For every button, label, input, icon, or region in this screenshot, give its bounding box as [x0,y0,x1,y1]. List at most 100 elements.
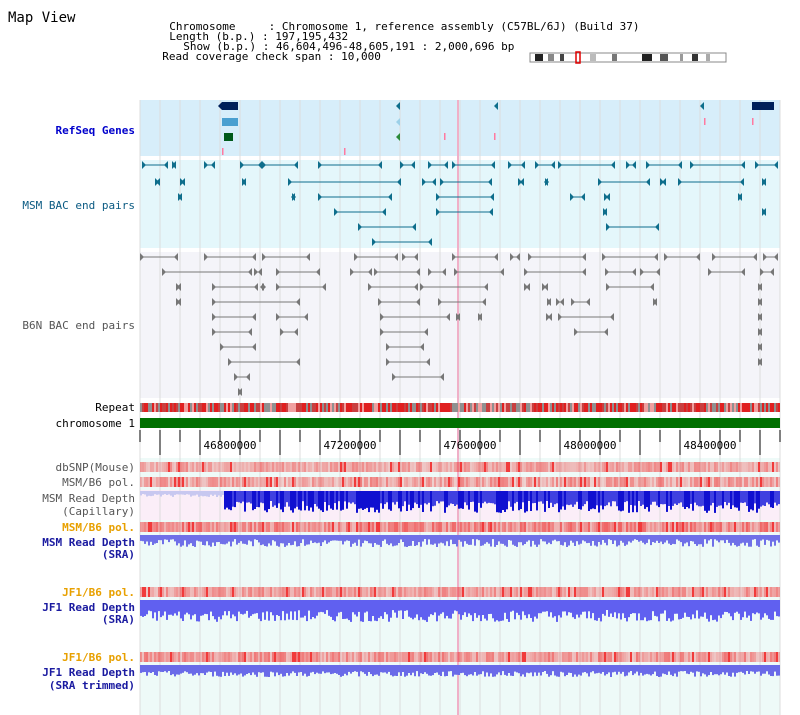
heat-cell [270,462,272,472]
heat-cell [610,477,612,487]
depth-bar [380,665,382,673]
heat-cell [360,522,362,532]
heat-cell [424,652,426,662]
depth-bar [340,600,342,612]
repeat-segment [294,403,296,412]
repeat-segment [706,403,708,412]
heat-cell [462,462,464,472]
heat-cell [542,587,544,597]
heat-cell [692,522,694,532]
track-label-jf1-b6-pol-2[interactable]: JF1/B6 pol. [62,651,135,664]
depth-bar [738,491,740,511]
refseq-gene-features[interactable] [218,102,774,155]
heat-cell [296,477,298,487]
depth-bar [194,665,196,675]
depth-bar [334,491,336,504]
depth-bar [672,491,674,506]
track-label-msm-depth-cap[interactable]: MSM Read Depth [42,492,135,505]
depth-bar [618,600,620,614]
heat-cell [162,522,164,532]
heat-cell [314,522,316,532]
heat-cell [454,522,456,532]
depth-bar [670,600,672,622]
heat-cell [714,477,716,487]
depth-bar [230,491,232,511]
repeat-segment [512,403,514,412]
repeat-segment [318,403,320,412]
heat-cell [300,522,302,532]
track-label-jf1-depth-trim[interactable]: JF1 Read Depth [42,666,135,679]
depth-bar [564,665,566,677]
depth-bar [356,535,358,546]
repeat-segment [290,403,292,412]
snp-mark [704,118,706,125]
heat-cell [442,587,444,597]
heat-cell [748,522,750,532]
chromosome-ideogram[interactable] [529,51,727,64]
depth-bar [212,535,214,543]
heat-cell [682,587,684,597]
track-label-jf1-depth-sra[interactable]: JF1 Read Depth [42,601,135,614]
depth-bar [424,535,426,539]
msm-bac-features[interactable] [142,161,778,246]
depth-bar [546,535,548,545]
track-label-refseq[interactable]: RefSeq Genes [55,124,135,137]
track-label-b6n-bac[interactable]: B6N BAC end pairs [22,319,135,332]
depth-bar [266,600,268,612]
heat-cell [292,462,294,472]
depth-bar [410,491,412,511]
repeat-segment [302,403,304,412]
track-label-jf1-b6-pol-1[interactable]: JF1/B6 pol. [62,586,135,599]
heat-cell [248,652,250,662]
heat-cell [198,477,200,487]
axis-tick-label: 48400000 [684,439,737,452]
track-label-msm-b6-pol-2[interactable]: MSM/B6 pol. [62,521,135,534]
b6n-bac-features[interactable] [140,253,778,396]
depth-bar [306,600,308,622]
track-label-msm-bac[interactable]: MSM BAC end pairs [22,199,135,212]
depth-bar [724,600,726,612]
bac-end [528,253,532,261]
depth-bar [620,535,622,541]
coverage-value: 10,000 [341,50,381,63]
track-label-msm-b6-pol-1[interactable]: MSM/B6 pol. [62,476,135,489]
depth-bar [460,491,462,509]
heat-cell [264,477,266,487]
heat-cell [144,652,146,662]
depth-bar [226,491,228,508]
heat-cell [356,462,358,472]
bac-end [316,268,320,276]
depth-bar [382,600,384,619]
depth-bar [748,600,750,616]
bac-end [678,161,682,169]
heat-cell [262,587,264,597]
heat-cell [530,477,532,487]
repeat-segment [364,403,366,412]
heat-cell [334,477,336,487]
bac-end [598,178,602,186]
heat-cell [624,587,626,597]
depth-bar [484,535,486,544]
repeat-segment [418,403,420,412]
heat-cell [262,522,264,532]
repeat-segment [188,403,190,412]
repeat-segment [330,403,332,412]
heat-cell [578,522,580,532]
depth-bar [326,535,328,544]
repeat-segment [398,403,400,412]
depth-bar [546,665,548,674]
repeat-segment [374,403,376,412]
depth-bar [378,535,380,545]
repeat-segment [468,403,470,412]
heat-cell [612,522,614,532]
track-label-dbsnp[interactable]: dbSNP(Mouse) [55,461,135,474]
heat-cell [396,587,398,597]
heat-cell [364,477,366,487]
repeat-segment [168,403,170,412]
track-label-msm-depth-sra[interactable]: MSM Read Depth [42,536,135,549]
heat-cell [610,652,612,662]
depth-bar [468,600,470,614]
depth-bar [540,491,542,502]
heat-cell [556,652,558,662]
depth-bar [548,491,550,508]
